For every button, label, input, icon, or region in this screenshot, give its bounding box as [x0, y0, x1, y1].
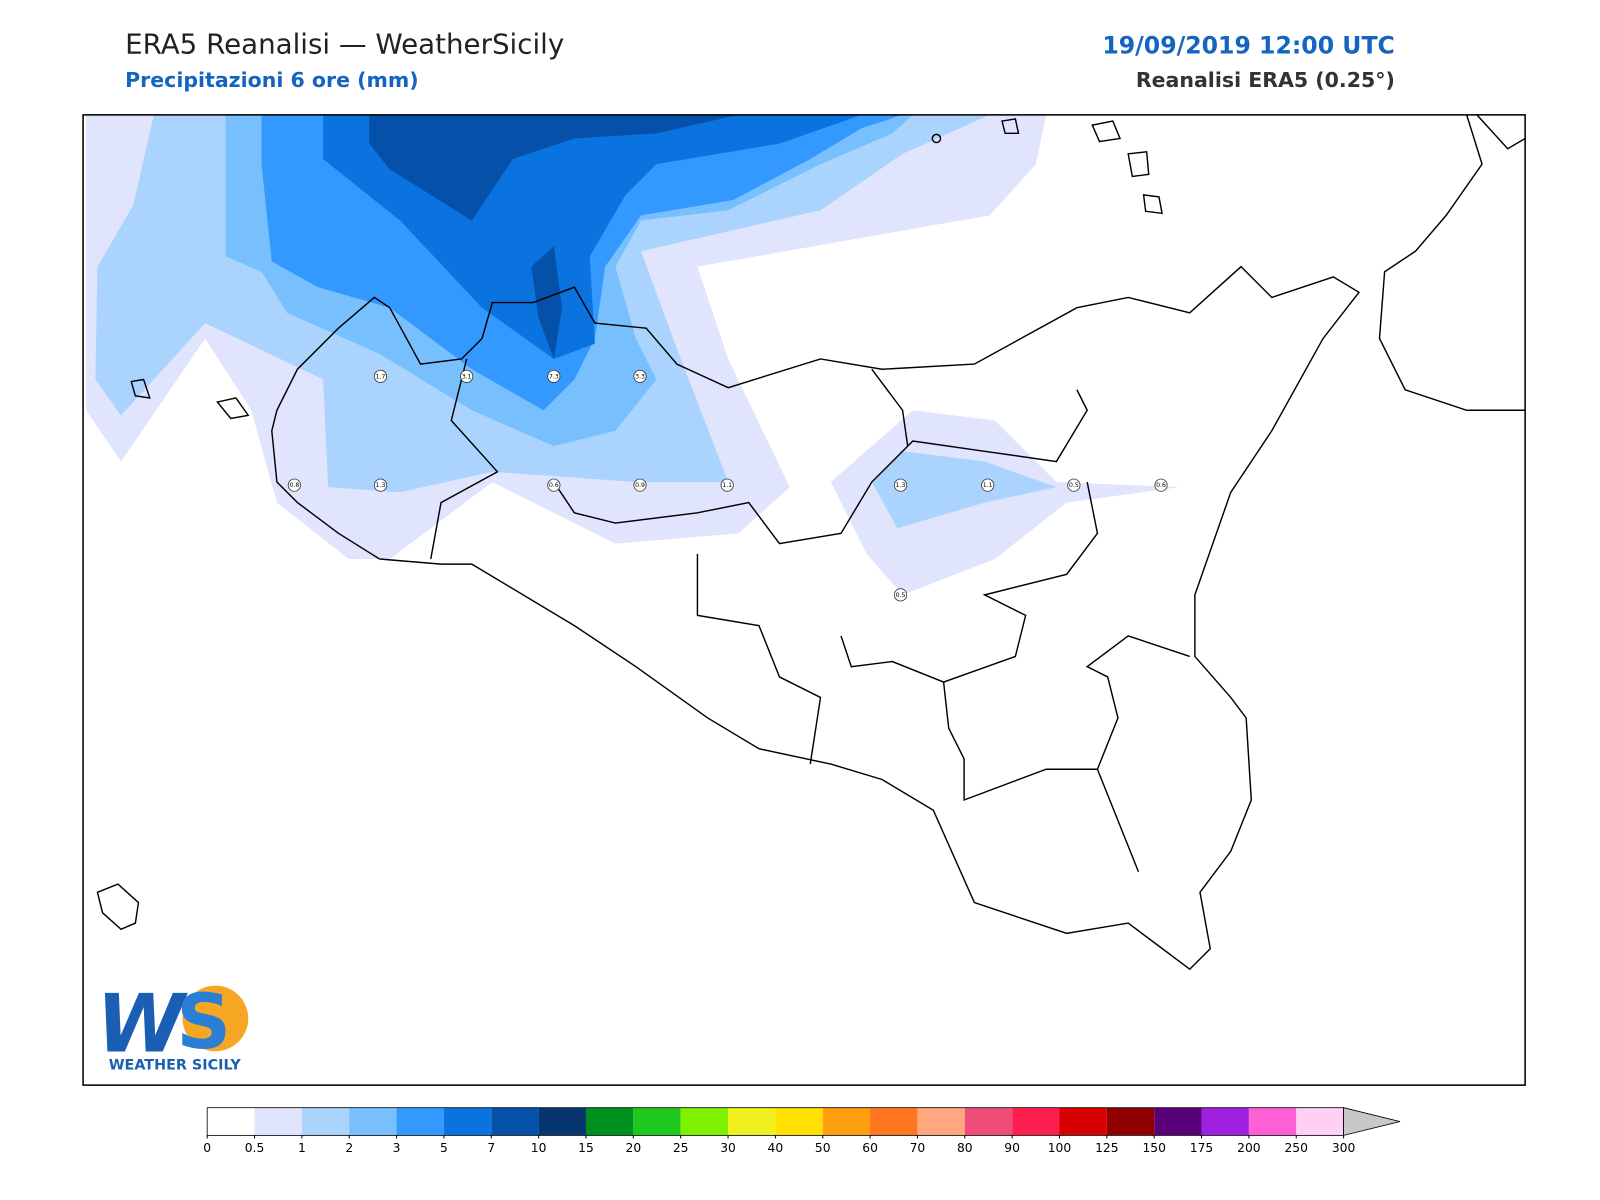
- title: ERA5 Reanalisi — WeatherSicily: [125, 27, 564, 60]
- point-value: 0.6: [1156, 482, 1166, 489]
- colorbar-tick-label: 1: [298, 1141, 306, 1155]
- colorbar-box: [1201, 1107, 1249, 1136]
- point-value: 0.8: [289, 482, 299, 489]
- colorbar-tick-label: 200: [1237, 1141, 1260, 1155]
- colorbar-box: [964, 1107, 1013, 1136]
- point-value: 7.3: [549, 373, 559, 380]
- colorbar-tick-label: 7: [487, 1141, 495, 1155]
- point-value: 1.3: [376, 482, 386, 489]
- precip-field: [86, 114, 1180, 595]
- point-value: 1.1: [722, 482, 732, 489]
- map-frame: [82, 114, 1526, 1086]
- colorbar-box: [491, 1107, 539, 1136]
- colorbar-box: [585, 1107, 634, 1136]
- colorbar-tick-label: 20: [626, 1141, 642, 1155]
- colorbar-tick-label: 100: [1048, 1141, 1071, 1155]
- colorbar-box: [254, 1107, 302, 1136]
- colorbar-tick-label: 0.5: [245, 1141, 265, 1155]
- colorbar-box: [396, 1107, 444, 1136]
- colorbar-box: [1248, 1107, 1297, 1136]
- colorbar-tick-label: 80: [957, 1141, 973, 1155]
- colorbar-box: [538, 1107, 586, 1136]
- colorbar-tick-label: 5: [440, 1141, 448, 1155]
- colorbar-tick-label: 70: [910, 1141, 926, 1155]
- colorbar-tick-label: 50: [815, 1141, 831, 1155]
- colorbar-tick-label: 30: [720, 1141, 736, 1155]
- colorbar-tick-label: 60: [862, 1141, 878, 1155]
- colorbar-tick-label: 15: [578, 1141, 594, 1155]
- colorbar-box: [775, 1107, 823, 1136]
- point-value: 3.3: [635, 373, 645, 380]
- colorbar-box: [728, 1107, 776, 1136]
- logo-text: WEATHER SICILY: [109, 1058, 242, 1074]
- colorbar-extend: [1343, 1107, 1401, 1136]
- point-value: 0.9: [635, 482, 645, 489]
- colorbar-tick-label: 90: [1004, 1141, 1020, 1155]
- colorbar-tick-label: 175: [1190, 1141, 1213, 1155]
- colorbar-tick-label: 250: [1284, 1141, 1307, 1155]
- coastlines: [96, 114, 1526, 971]
- colorbar-box: [349, 1107, 397, 1136]
- colorbar-tick-label: 0: [203, 1141, 211, 1155]
- colorbar-box: [1154, 1107, 1202, 1136]
- colorbar-box: [1296, 1107, 1344, 1136]
- colorbar-box: [443, 1107, 492, 1136]
- colorbar-tick-label: 3: [393, 1141, 401, 1155]
- colorbar-tick-label: 10: [531, 1141, 547, 1155]
- point-value: 0.6: [549, 482, 559, 489]
- colorbar-box: [680, 1107, 729, 1136]
- colorbar-box: [870, 1107, 918, 1136]
- colorbar-box: [207, 1107, 255, 1136]
- point-value: 0.5: [896, 592, 906, 599]
- subtitle: Precipitazioni 6 ore (mm): [125, 68, 418, 92]
- colorbar-box: [1012, 1107, 1060, 1136]
- colorbar-box: [1106, 1107, 1155, 1136]
- colorbar-box: [301, 1107, 350, 1136]
- point-value: 0.5: [1069, 482, 1079, 489]
- colorbar-box: [1059, 1107, 1107, 1136]
- colorbar-box: [917, 1107, 965, 1136]
- model: Reanalisi ERA5 (0.25°): [1136, 68, 1395, 92]
- colorbar: 0 0.5 1 2 3 5 7 10 15 20 25 30 40 50 60 70 80 90 100 125 150…: [203, 1107, 1401, 1155]
- point-value: 3.1: [462, 373, 472, 380]
- point-value: 1.7: [376, 373, 386, 380]
- colorbar-tick-label: 125: [1095, 1141, 1118, 1155]
- datetime: 19/09/2019 12:00 UTC: [1102, 31, 1394, 59]
- colorbar-tick-label: 40: [768, 1141, 784, 1155]
- colorbar-tick-label: 150: [1142, 1141, 1165, 1155]
- point-values: 1.7 3.1 7.3 3.3 0.8 1.3 0.6 0.9 1.1 1.3 …: [287, 369, 1168, 602]
- colorbar-tick-label: 2: [345, 1141, 353, 1155]
- colorbar-tick-label: 25: [673, 1141, 689, 1155]
- svg-text:W: W: [96, 977, 188, 1070]
- logo: W S WEATHER SICILY: [96, 977, 249, 1074]
- colorbar-box: [633, 1107, 681, 1136]
- point-value: 1.1: [983, 482, 993, 489]
- colorbar-box: [822, 1107, 871, 1136]
- point-value: 1.3: [896, 482, 906, 489]
- colorbar-tick-label: 300: [1332, 1141, 1355, 1155]
- svg-text:S: S: [176, 978, 231, 1066]
